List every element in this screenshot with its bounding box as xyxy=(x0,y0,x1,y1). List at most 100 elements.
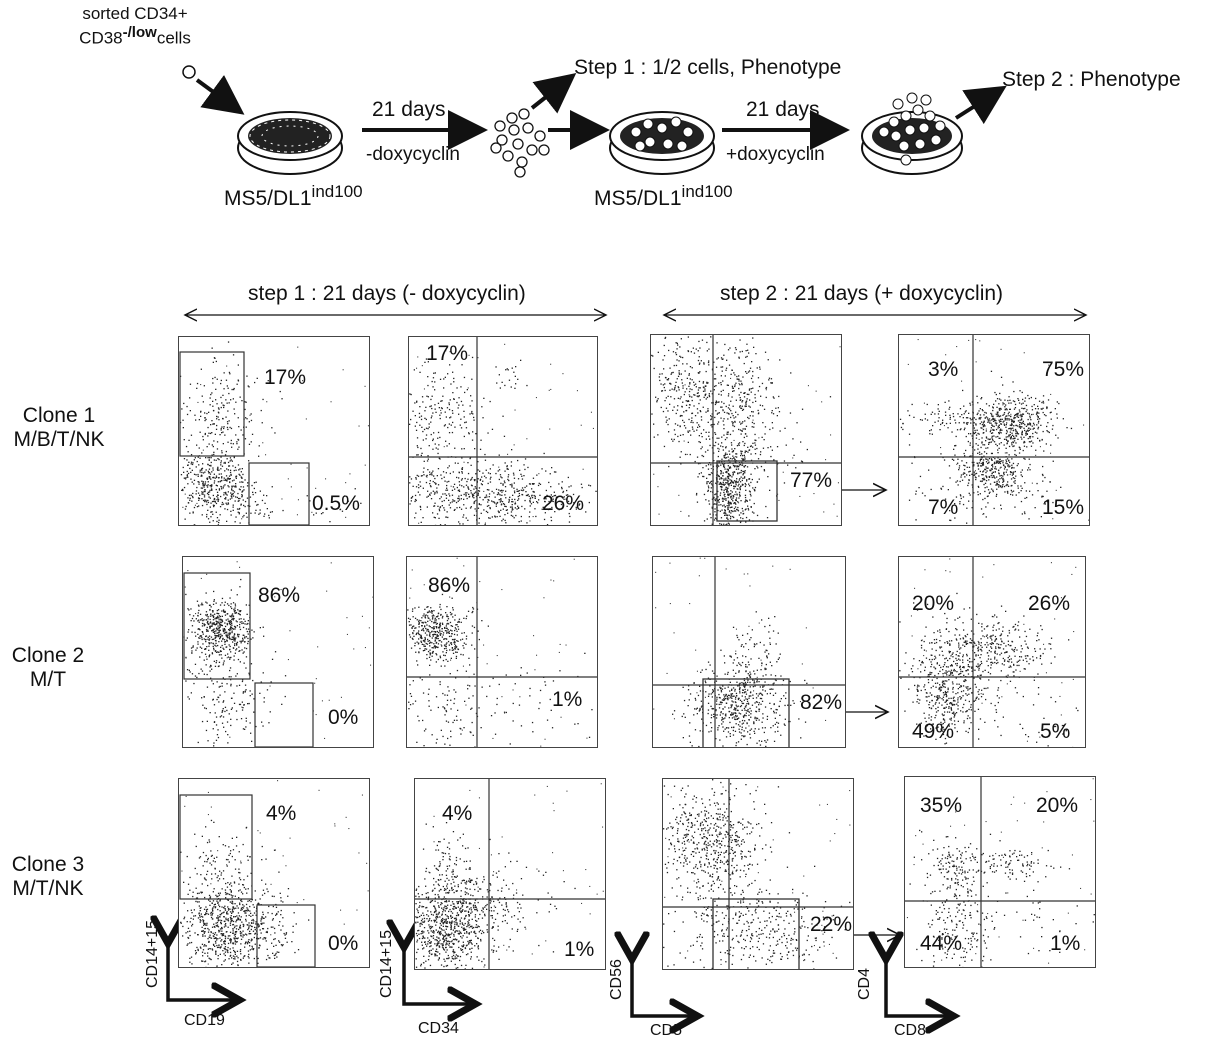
facs-plot-clone2-p4 xyxy=(898,556,1086,748)
clone2-name: Clone 2 xyxy=(11,644,85,667)
stroma-label-1: MS5/DL1ind100 xyxy=(224,182,363,211)
scatter-dots xyxy=(179,341,369,525)
stroma-label-2: MS5/DL1ind100 xyxy=(594,182,733,211)
pct-c1p2-bottom: 26% xyxy=(542,492,585,515)
arrow2-condition: +doxycyclin xyxy=(726,144,825,165)
pct-c2p4-lr: 5% xyxy=(1040,720,1071,743)
pct-c1p1-top: 17% xyxy=(264,366,307,389)
step2-phenotype-label: Step 2 : Phenotype xyxy=(1002,68,1181,91)
plot-svg xyxy=(653,557,845,747)
input-cells-suffix: cells xyxy=(156,28,191,48)
facs-plot-clone2-p2 xyxy=(406,556,598,748)
plot-svg xyxy=(899,557,1085,747)
step2-header: step 2 : 21 days (+ doxycyclin) xyxy=(720,282,1004,305)
pct-c3p1-top: 4% xyxy=(266,802,297,825)
plot-svg xyxy=(179,780,369,967)
stroma-1-sup: ind100 xyxy=(311,182,363,201)
arrow-input-to-dish xyxy=(195,74,245,115)
step1-header: step 1 : 21 days (- doxycyclin) xyxy=(248,282,526,305)
scatter-dots xyxy=(407,557,593,747)
stroma-1-name: MS5/DL1 xyxy=(224,187,312,210)
scatter-dots xyxy=(415,783,604,969)
plot-svg xyxy=(905,777,1095,967)
facs-plot-clone3-p1 xyxy=(178,778,370,968)
plot-svg xyxy=(663,779,853,969)
pct-c1p3-gate: 77% xyxy=(790,469,833,492)
input-cells-sup: -/low xyxy=(122,24,157,41)
plot-svg xyxy=(179,341,369,525)
pct-c3p2-bottom: 1% xyxy=(564,938,595,961)
facs-plot-clone1-p4 xyxy=(898,334,1090,526)
clone1-lineage: M/B/T/NK xyxy=(13,428,105,451)
step1-phenotype-label: Step 1 : 1/2 cells, Phenotype xyxy=(574,56,842,79)
input-cells-label: sorted CD34+ CD38-/lowcells xyxy=(55,4,215,49)
clone3-lineage: M/T/NK xyxy=(12,877,84,900)
clone3-label: Clone 3 M/T/NK xyxy=(0,853,96,901)
pct-c2p1-top: 86% xyxy=(258,584,301,607)
arrow-step1-phenotype xyxy=(530,73,577,114)
scatter-dots xyxy=(653,557,827,747)
pct-c2p3-gate: 82% xyxy=(800,691,843,714)
culture-dish-1 xyxy=(237,111,343,175)
clone2-lineage: M/T xyxy=(29,668,67,691)
plot-svg xyxy=(899,335,1089,525)
axis2-ylabel: CD14+15 xyxy=(378,929,395,998)
scatter-dots xyxy=(651,336,841,525)
gate-top xyxy=(179,351,245,457)
plot-svg xyxy=(415,779,605,969)
facs-plot-clone3-p2 xyxy=(414,778,606,970)
facs-plot-clone2-p1 xyxy=(182,556,374,748)
plot-svg xyxy=(409,337,597,525)
facs-plot-clone1-p3 xyxy=(650,334,842,526)
arrow2-days: 21 days xyxy=(746,98,820,121)
pct-c1p4-ur: 75% xyxy=(1042,358,1085,381)
input-cells-cd38: CD38 xyxy=(79,28,123,48)
pct-c2p2-bottom: 1% xyxy=(552,688,583,711)
clone1-name: Clone 1 xyxy=(22,404,96,427)
stroma-2-sup: ind100 xyxy=(681,182,733,201)
axis4-ylabel: CD4 xyxy=(856,967,873,1000)
axis4-xlabel: CD8 xyxy=(894,1022,927,1039)
plot-svg xyxy=(651,335,841,525)
facs-plot-clone2-p3 xyxy=(652,556,846,748)
pct-c2p4-ul: 20% xyxy=(912,592,955,615)
gate-top xyxy=(179,794,253,900)
axis3-xlabel: CD5 xyxy=(650,1022,683,1039)
pct-c1p4-lr: 15% xyxy=(1042,496,1085,519)
harvested-cells-icon xyxy=(490,108,550,178)
input-cell-icon xyxy=(182,65,196,79)
pct-c2p1-bottom: 0% xyxy=(328,706,359,729)
pct-c3p3-gate: 22% xyxy=(810,913,853,936)
plot-svg xyxy=(407,557,597,747)
pct-c3p4-ll: 44% xyxy=(920,932,963,955)
stroma-2-name: MS5/DL1 xyxy=(594,187,682,210)
pct-c2p2-top: 86% xyxy=(428,574,471,597)
pct-c3p4-ul: 35% xyxy=(920,794,963,817)
gate-bottom xyxy=(254,682,314,747)
pct-c3p4-ur: 20% xyxy=(1036,794,1079,817)
gate-bottom xyxy=(248,462,310,525)
pct-c1p4-ul: 3% xyxy=(928,358,959,381)
clone3-name: Clone 3 xyxy=(11,853,85,876)
pct-c2p4-ll: 49% xyxy=(912,720,955,743)
facs-plot-clone1-p1 xyxy=(178,336,370,526)
pct-c3p1-bottom: 0% xyxy=(328,932,359,955)
scatter-dots xyxy=(899,558,1079,747)
gate xyxy=(702,678,790,747)
arrow1-condition: -doxycyclin xyxy=(366,144,460,165)
culture-dish-3 xyxy=(861,92,963,175)
pct-c3p2-top: 4% xyxy=(442,802,473,825)
arrow1-days: 21 days xyxy=(372,98,446,121)
facs-plot-clone1-p2 xyxy=(408,336,598,526)
gate-top xyxy=(183,572,251,680)
plot-svg xyxy=(183,561,373,747)
scatter-dots xyxy=(663,779,851,969)
axis1-xlabel: CD19 xyxy=(184,1012,225,1029)
input-cells-line2: CD38-/lowcells xyxy=(55,24,215,49)
gate-bottom xyxy=(256,904,316,967)
gate xyxy=(712,898,800,969)
clone2-label: Clone 2 M/T xyxy=(0,644,96,692)
input-cells-line1: sorted CD34+ xyxy=(82,4,188,23)
axis3-ylabel: CD56 xyxy=(608,959,625,1000)
pct-c3p4-lr: 1% xyxy=(1050,932,1081,955)
